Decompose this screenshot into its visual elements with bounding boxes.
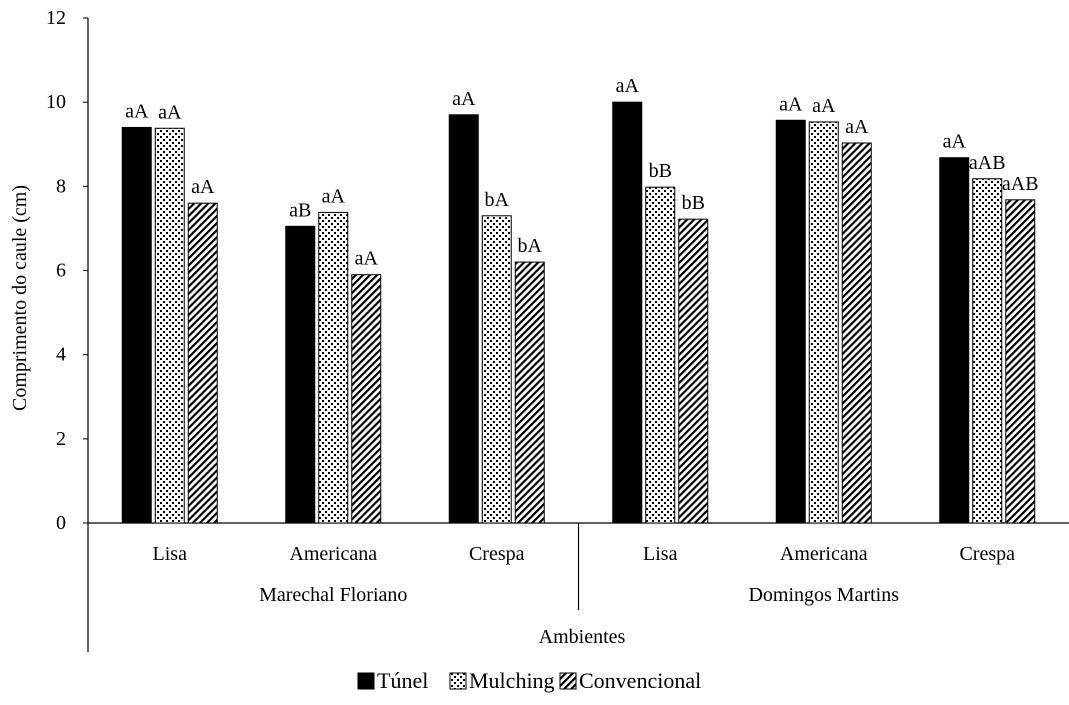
x-category-label: Crespa	[469, 543, 525, 565]
bar-mulching	[481, 215, 512, 524]
data-label: aA	[943, 131, 967, 153]
bar-tnel	[612, 101, 643, 524]
bar-tnel	[939, 157, 970, 524]
bar-tnel	[285, 225, 316, 524]
bar-convencional	[351, 274, 382, 524]
y-tick-label: 12	[46, 7, 66, 29]
data-label: aA	[845, 116, 869, 138]
bar-mulching	[972, 178, 1003, 524]
legend-swatch	[559, 672, 577, 690]
y-tick-label: 10	[46, 91, 66, 113]
y-tick-label: 6	[56, 260, 66, 282]
legend-swatch	[449, 672, 467, 690]
legend-label: Túnel	[377, 668, 428, 693]
data-label: aA	[355, 248, 379, 270]
legend-label: Mulching	[469, 668, 555, 693]
data-label: aA	[125, 100, 149, 122]
data-label: bB	[649, 160, 672, 182]
bar-mulching	[318, 211, 349, 524]
y-tick-label: 8	[56, 175, 66, 197]
axes: 0 2 4 6 8 10 12 Lisa Americana Crespa Lisa American…	[46, 7, 1069, 652]
x-category-label: Lisa	[643, 543, 678, 565]
y-tick-label: 2	[56, 428, 66, 450]
y-tick-label: 4	[56, 344, 66, 366]
bar-tnel	[775, 119, 806, 524]
x-group-label: Domingos Martins	[748, 584, 899, 606]
data-label: bB	[682, 192, 705, 214]
bar-tnel	[121, 126, 152, 524]
bar-convencional	[1005, 199, 1036, 524]
x-category-label: Lisa	[153, 543, 188, 565]
x-category-label: Crespa	[959, 543, 1015, 565]
y-axis-title: Comprimento do caule (cm)	[9, 185, 31, 411]
x-group-label: Marechal Floriano	[259, 584, 407, 606]
bar-convencional	[187, 202, 218, 524]
y-tick-label: 0	[56, 512, 66, 534]
bar-convencional	[514, 261, 545, 524]
bar-mulching	[154, 127, 185, 524]
x-category-label: Americana	[780, 543, 868, 565]
bar-convencional	[678, 218, 709, 524]
data-label: aA	[616, 75, 640, 97]
bar-tnel	[448, 114, 479, 524]
data-label: bA	[518, 235, 543, 257]
x-axis-title: Ambientes	[539, 626, 626, 648]
legend-label: Convencional	[579, 668, 701, 693]
data-label: aA	[322, 185, 346, 207]
bar-mulching	[645, 186, 676, 524]
data-label: bA	[485, 189, 510, 211]
data-label: aAB	[969, 152, 1006, 174]
x-category-label: Americana	[289, 543, 377, 565]
data-label: aAB	[1002, 173, 1039, 195]
bar-mulching	[808, 121, 839, 524]
bar-convencional	[841, 142, 872, 524]
legend-swatch	[357, 672, 375, 690]
data-label: aA	[452, 88, 476, 110]
data-label: aA	[158, 101, 182, 123]
data-label: aA	[812, 95, 836, 117]
data-label: aA	[779, 93, 803, 115]
legend: Túnel Mulching Convencional	[357, 668, 701, 693]
bars	[121, 101, 1036, 524]
data-label: aA	[191, 176, 215, 198]
data-label: aB	[289, 199, 311, 221]
